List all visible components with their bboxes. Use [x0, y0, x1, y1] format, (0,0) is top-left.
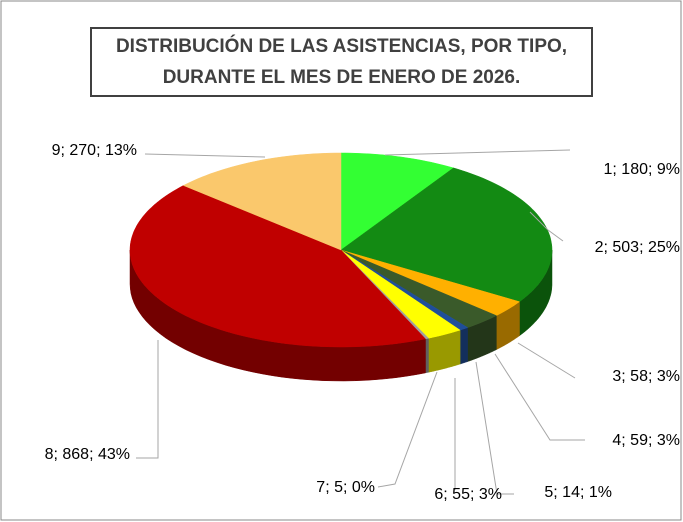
- slice: [340, 249, 461, 339]
- data-label: 7; 5; 0%: [316, 479, 375, 496]
- slice: [340, 249, 497, 328]
- leader-line: [377, 371, 438, 488]
- leader-line: [475, 361, 514, 495]
- data-label: 3; 58; 3%: [612, 368, 680, 385]
- slice-side: [425, 338, 429, 374]
- data-label: 4; 59; 3%: [612, 432, 680, 449]
- leader-line: [384, 149, 571, 156]
- leader-line: [494, 353, 585, 441]
- leader-line: [144, 153, 266, 158]
- leader-line: [517, 342, 576, 379]
- leader-line: [136, 340, 159, 459]
- slice-side: [459, 327, 468, 365]
- slice: [340, 249, 521, 316]
- slice: [182, 152, 342, 251]
- data-label: 5; 14; 1%: [544, 484, 612, 501]
- data-label: 6; 55; 3%: [434, 486, 502, 503]
- slice: [129, 185, 426, 348]
- data-label: 9; 270; 13%: [52, 142, 137, 159]
- chart-title: DISTRIBUCIÓN DE LAS ASISTENCIAS, POR TIP…: [90, 27, 593, 97]
- data-label: 2; 503; 25%: [595, 239, 680, 256]
- data-label: 8; 868; 43%: [45, 446, 130, 463]
- slice: [340, 152, 455, 251]
- leader-line: [529, 211, 564, 242]
- data-label: 1; 180; 9%: [604, 161, 681, 178]
